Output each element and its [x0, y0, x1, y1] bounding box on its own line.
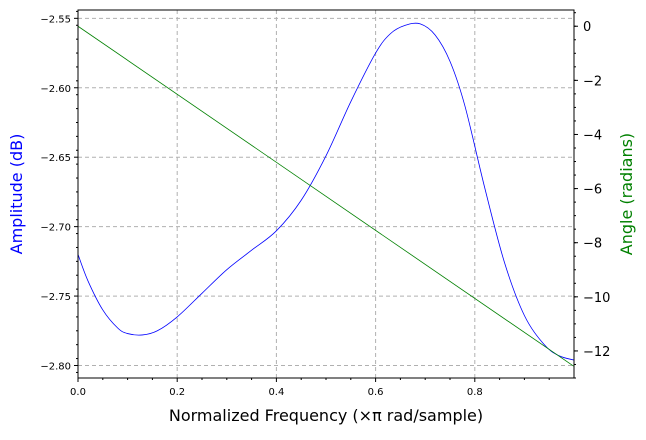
y-left-tick-label: −2.75: [40, 292, 71, 303]
y-left-tick-label: −2.80: [40, 362, 71, 373]
y-right-tick-label: 0: [583, 20, 591, 35]
y-left-tick-label: −2.60: [40, 84, 71, 95]
amplitude-line: [77, 22, 574, 361]
y-axis-left-label: Amplitude (dB): [7, 134, 26, 255]
grid-lines: [78, 10, 574, 378]
y-left-tick-label: −2.55: [40, 14, 71, 25]
y-right-tick-label: −6: [583, 183, 602, 198]
y-right-tick-label: −4: [583, 128, 602, 143]
y-axis-left: −2.55 −2.60 −2.65 −2.70 −2.75 −2.80: [40, 10, 78, 373]
x-axis: 0.0 0.2 0.4 0.6 0.8: [70, 378, 550, 398]
y-right-tick-label: −2: [583, 74, 602, 89]
y-right-tick-label: −12: [583, 345, 610, 360]
y-left-tick-label: −2.70: [40, 223, 71, 234]
x-tick-label: 0.4: [268, 387, 284, 398]
plot-frame: [77, 9, 575, 379]
y-axis-right: 0 −2 −4 −6 −8 −10 −12: [574, 12, 610, 379]
x-tick-label: 0.6: [368, 387, 384, 398]
y-axis-right-label: Angle (radians): [617, 133, 636, 255]
y-right-tick-label: −8: [583, 237, 602, 252]
y-left-tick-label: −2.65: [40, 153, 71, 164]
x-tick-label: 0.0: [70, 387, 86, 398]
x-tick-label: 0.8: [467, 387, 483, 398]
y-right-tick-label: −10: [583, 291, 610, 306]
x-axis-label: Normalized Frequency (×π rad/sample): [169, 406, 483, 425]
angle-line: [77, 25, 574, 367]
series-layer: [77, 22, 574, 367]
x-tick-label: 0.2: [169, 387, 185, 398]
